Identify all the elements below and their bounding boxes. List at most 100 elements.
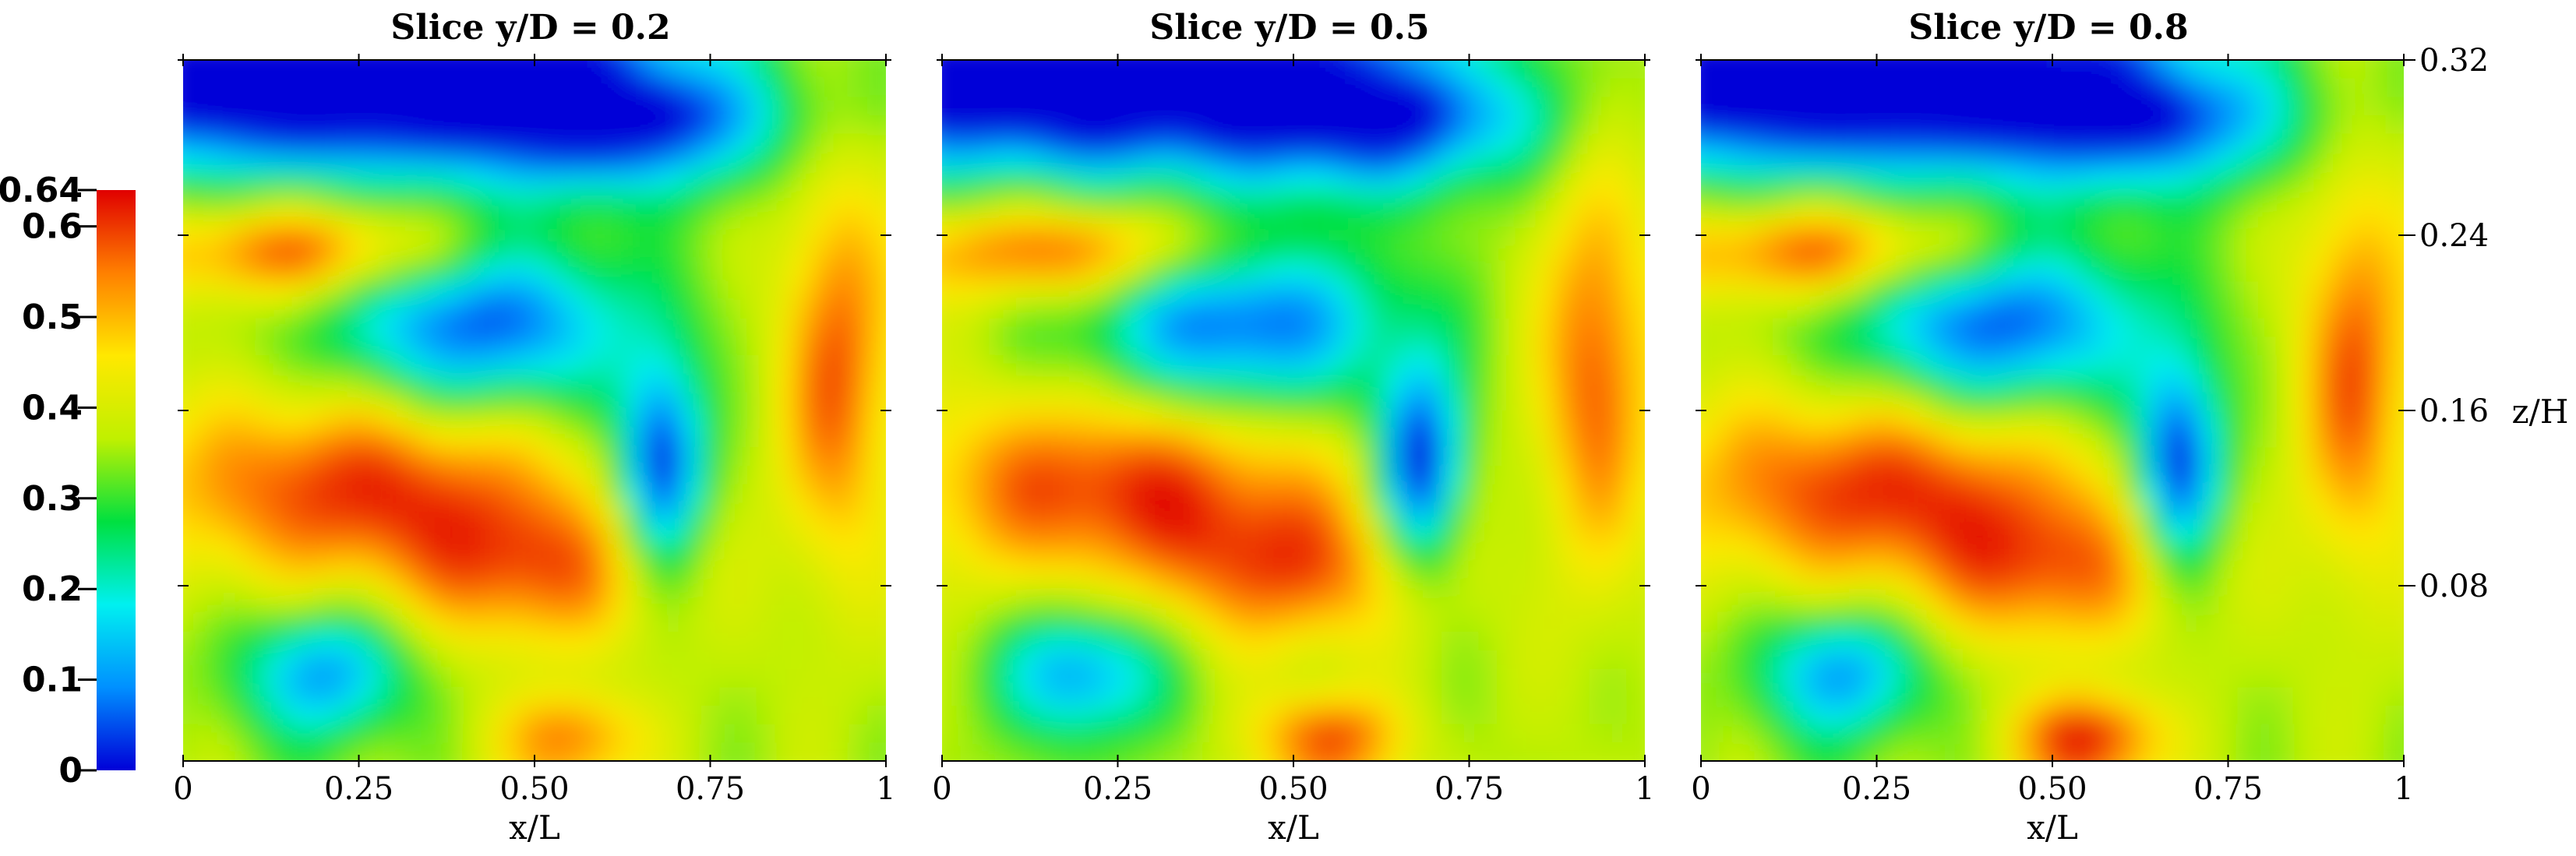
heatmap-cell bbox=[1071, 576, 1092, 597]
heatmap-cell bbox=[1515, 336, 1536, 357]
heatmap-cell bbox=[1478, 152, 1498, 172]
heatmap-cell bbox=[608, 171, 629, 191]
heatmap-cell bbox=[1404, 373, 1424, 393]
heatmap-cell bbox=[2348, 244, 2369, 265]
heatmap-cell bbox=[1293, 428, 1314, 449]
heatmap-cell bbox=[645, 410, 665, 431]
heatmap-cell bbox=[220, 226, 240, 246]
heatmap-cell bbox=[256, 613, 277, 633]
heatmap-cell bbox=[2237, 373, 2257, 393]
heatmap-cell bbox=[719, 576, 739, 597]
heatmap-cell bbox=[1738, 724, 1758, 744]
heatmap-cell bbox=[1127, 539, 1147, 559]
heatmap-cell bbox=[830, 410, 851, 431]
heatmap-cell bbox=[1589, 466, 1610, 486]
heatmap-cell bbox=[2311, 668, 2331, 689]
heatmap-cell bbox=[1719, 281, 1739, 301]
heatmap-cell bbox=[645, 742, 665, 761]
heatmap-cell bbox=[2200, 226, 2221, 246]
heatmap-cell bbox=[1607, 60, 1628, 80]
heatmap-cell bbox=[849, 188, 869, 209]
heatmap-cell bbox=[2089, 97, 2109, 117]
heatmap-cell bbox=[1015, 392, 1036, 412]
heatmap-cell bbox=[2311, 188, 2331, 209]
heatmap-cell bbox=[2274, 576, 2295, 597]
heatmap-cell bbox=[1886, 466, 1906, 486]
heatmap-cell bbox=[1626, 60, 1645, 62]
heatmap-cell bbox=[294, 466, 314, 486]
heatmap-cell bbox=[1053, 171, 1073, 191]
heatmap-cell bbox=[2404, 650, 2423, 670]
heatmap-cell bbox=[942, 594, 962, 615]
heatmap-cell bbox=[201, 650, 221, 671]
heatmap-cell bbox=[2015, 410, 2035, 431]
panel-axes: 0 0.25 0.50 0.75 1 bbox=[1691, 54, 2414, 807]
heatmap-cell bbox=[942, 60, 944, 62]
heatmap-cell bbox=[1071, 392, 1092, 412]
heatmap-cell bbox=[756, 133, 777, 153]
heatmap-cell bbox=[1793, 668, 1813, 689]
heatmap-cell bbox=[756, 428, 777, 449]
heatmap-cell bbox=[183, 152, 185, 172]
heatmap-cell bbox=[256, 78, 277, 98]
heatmap-cell bbox=[590, 447, 610, 467]
heatmap-cell bbox=[330, 558, 351, 578]
heatmap-cell bbox=[424, 761, 443, 780]
heatmap-cell bbox=[1719, 207, 1739, 227]
heatmap-cell bbox=[2348, 97, 2369, 117]
heatmap-cell bbox=[294, 392, 314, 412]
heatmap-cell bbox=[1515, 373, 1536, 393]
heatmap-cell bbox=[2089, 521, 2109, 541]
heatmap-cell bbox=[830, 281, 851, 301]
heatmap-cell bbox=[1886, 78, 1906, 98]
heatmap-cell bbox=[368, 354, 388, 375]
heatmap-cell bbox=[793, 410, 813, 431]
heatmap-cell bbox=[1571, 687, 1591, 707]
heatmap-cell bbox=[294, 152, 314, 172]
heatmap-cell bbox=[1774, 558, 1795, 578]
heatmap-cell bbox=[1145, 188, 1166, 209]
heatmap-cell bbox=[960, 78, 980, 98]
heatmap-cell bbox=[349, 466, 369, 486]
heatmap-cell bbox=[1996, 650, 2017, 671]
heatmap-cell bbox=[664, 466, 684, 486]
heatmap-cell bbox=[497, 594, 517, 615]
heatmap-cell bbox=[1201, 594, 1221, 615]
heatmap-cell bbox=[2237, 502, 2257, 523]
heatmap-cell bbox=[645, 724, 665, 744]
heatmap-cell bbox=[1533, 705, 1554, 726]
heatmap-cell bbox=[1904, 299, 1925, 320]
heatmap-cell bbox=[1497, 392, 1517, 412]
heatmap-cell bbox=[516, 336, 536, 357]
heatmap-cell bbox=[1960, 410, 1980, 431]
heatmap-cell bbox=[1571, 373, 1591, 393]
heatmap-cell bbox=[183, 466, 185, 486]
heatmap-cell bbox=[2015, 97, 2035, 117]
heatmap-cell bbox=[1330, 373, 1350, 393]
heatmap-cell bbox=[423, 262, 443, 283]
heatmap-cell bbox=[867, 115, 886, 136]
heatmap-cell bbox=[183, 336, 185, 357]
heatmap-cell bbox=[1478, 133, 1498, 153]
heatmap-cell bbox=[256, 392, 277, 412]
heatmap-cell bbox=[942, 558, 962, 578]
heatmap-cell bbox=[830, 318, 851, 338]
heatmap-cell bbox=[979, 687, 999, 707]
heatmap-cell bbox=[1719, 521, 1739, 541]
heatmap-cell bbox=[1127, 133, 1147, 153]
heatmap-cell bbox=[812, 392, 832, 412]
heatmap-cell bbox=[2015, 188, 2035, 209]
heatmap-cell bbox=[1275, 539, 1295, 559]
heatmap-cell bbox=[1349, 281, 1369, 301]
heatmap-cell bbox=[1367, 392, 1388, 412]
heatmap-cell bbox=[183, 502, 203, 523]
heatmap-cell bbox=[682, 650, 703, 671]
heatmap-cell bbox=[238, 299, 259, 320]
heatmap-cell bbox=[626, 613, 647, 633]
heatmap-cell bbox=[2237, 466, 2257, 486]
heatmap-cell bbox=[1015, 97, 1036, 117]
heatmap-cell bbox=[1237, 133, 1258, 153]
heatmap-cell bbox=[1441, 594, 1462, 615]
heatmap-cell bbox=[1701, 207, 1721, 227]
